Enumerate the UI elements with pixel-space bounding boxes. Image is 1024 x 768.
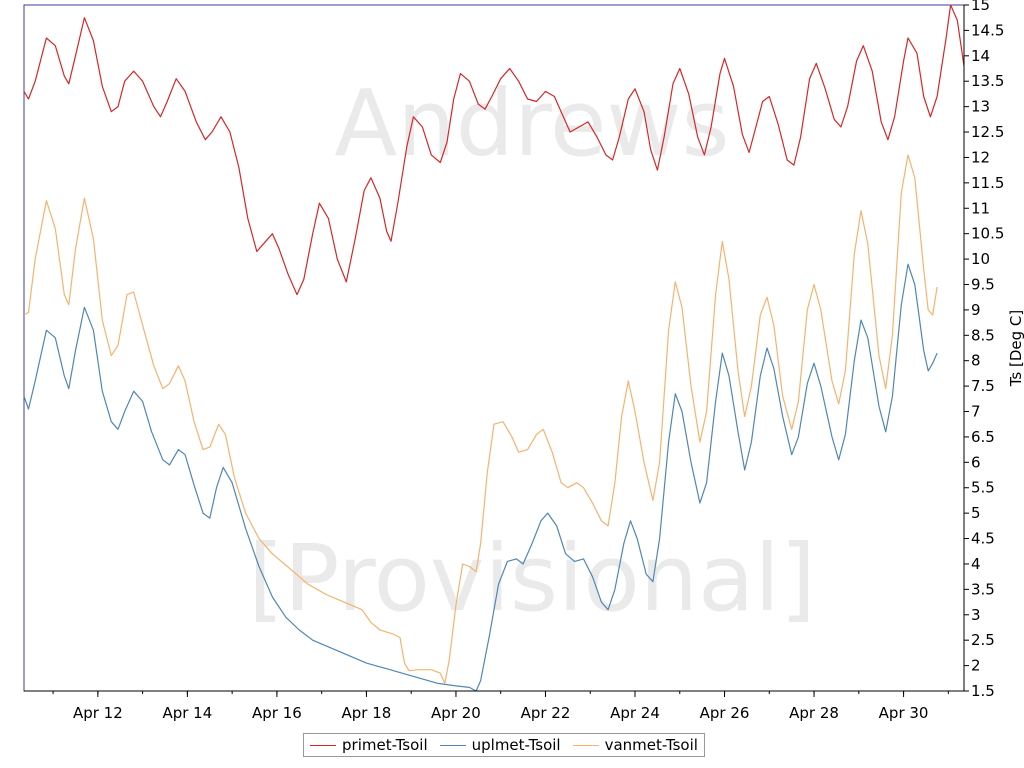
y-tick-label: 1.5 (971, 682, 995, 700)
x-tick-label: Apr 20 (431, 704, 481, 722)
y-tick-label: 12 (971, 148, 990, 166)
y-tick-label: 14 (971, 47, 990, 65)
x-tick-label: Apr 22 (521, 704, 571, 722)
y-tick-label: 7 (971, 403, 981, 421)
x-tick-label: Apr 26 (700, 704, 750, 722)
y-tick-label: 12.5 (971, 123, 1004, 141)
y-tick-label: 6 (971, 453, 981, 471)
x-tick-label: Apr 18 (342, 704, 392, 722)
series-line-vanmet-Tsoil (23, 154, 938, 684)
series-line-primet-Tsoil (23, 4, 965, 296)
y-tick-label: 14.5 (971, 21, 1004, 39)
y-tick-label: 10.5 (971, 225, 1004, 243)
y-tick-label: 8.5 (971, 326, 995, 344)
legend-label: primet-Tsoil (342, 736, 428, 754)
x-axis: Apr 12 Apr 14 Apr 16 Apr 18 Apr 20 Apr 22 Apr … (24, 690, 964, 722)
x-tick-label: Apr 14 (162, 704, 212, 722)
y-tick-label: 8 (971, 352, 981, 370)
series-line-uplmet-Tsoil (23, 263, 938, 692)
y-tick-label: 7.5 (971, 377, 995, 395)
legend-item-vanmet-Tsoil: vanmet-Tsoil (572, 736, 698, 754)
legend-label: uplmet-Tsoil (471, 736, 561, 754)
legend: primet-Tsoil uplmet-Tsoil vanmet-Tsoil (303, 733, 705, 757)
legend-swatch (310, 744, 336, 746)
legend-label: vanmet-Tsoil (604, 736, 698, 754)
y-tick-label: 3 (971, 606, 981, 624)
y-tick-label: 2.5 (971, 631, 995, 649)
series-layer (23, 4, 965, 692)
y-tick-label: 9.5 (971, 275, 995, 293)
legend-item-uplmet-Tsoil: uplmet-Tsoil (439, 736, 561, 754)
y-tick-label: 11.5 (971, 174, 1004, 192)
y-tick-label: 9 (971, 301, 981, 319)
y-tick-label: 5.5 (971, 479, 995, 497)
x-tick-label: Apr 30 (879, 704, 929, 722)
y-tick-label: 4 (971, 555, 981, 573)
y-axis-title: Ts [Deg C] (1007, 310, 1024, 388)
y-axis: 1.5 2 2.5 3 3.5 4 4.5 5 5.5 6 6.5 7 7.5 8 8.5 9 9.5 10 10.… (963, 0, 1004, 700)
y-tick-label: 10 (971, 250, 990, 268)
watermark-provisional: [Provisional] (248, 525, 816, 632)
legend-swatch (572, 744, 599, 746)
y-tick-label: 2 (971, 657, 981, 675)
y-tick-label: 15 (971, 0, 990, 14)
y-tick-label: 4.5 (971, 530, 995, 548)
y-tick-label: 11 (971, 199, 990, 217)
legend-swatch (439, 744, 466, 746)
y-tick-label: 3.5 (971, 580, 995, 598)
y-tick-label: 6.5 (971, 428, 995, 446)
x-tick-label: Apr 16 (252, 704, 302, 722)
x-tick-label: Apr 12 (73, 704, 123, 722)
legend-item-primet-Tsoil: primet-Tsoil (310, 736, 428, 754)
watermark-andrews: Andrews (334, 70, 729, 177)
x-tick-label: Apr 28 (789, 704, 839, 722)
y-tick-label: 13 (971, 98, 990, 116)
y-tick-label: 5 (971, 504, 981, 522)
x-tick-label: Apr 24 (610, 704, 660, 722)
y-tick-label: 13.5 (971, 72, 1004, 90)
